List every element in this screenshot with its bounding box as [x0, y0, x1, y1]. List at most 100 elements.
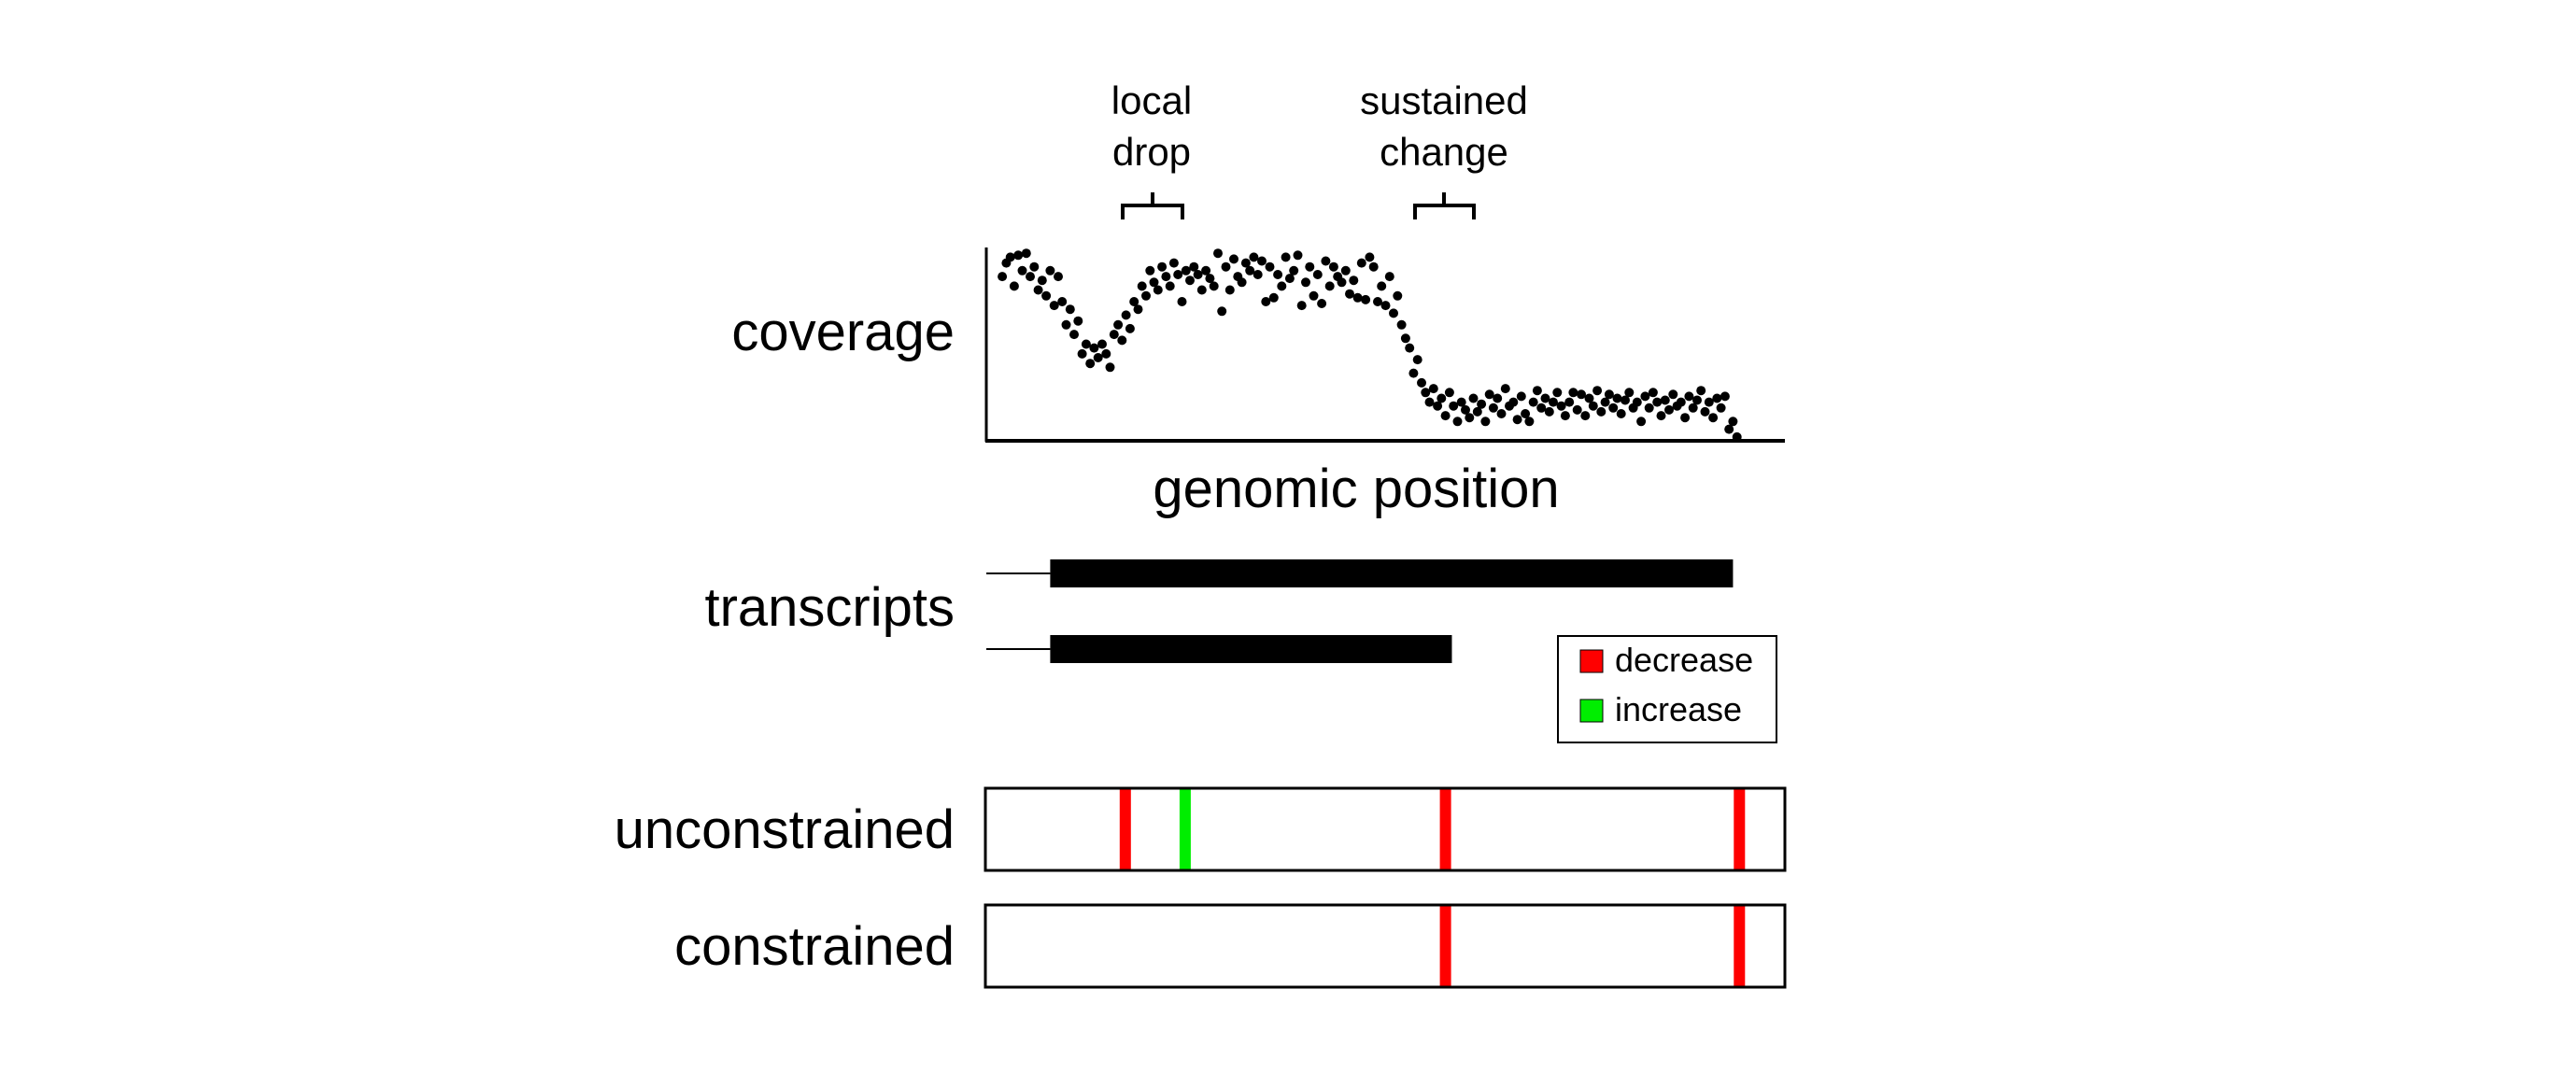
coverage-point [1125, 323, 1135, 333]
coverage-point [1692, 395, 1702, 405]
coverage-point [1400, 333, 1410, 344]
coverage-point [1349, 276, 1359, 286]
coverage-point [1021, 248, 1031, 259]
coverage-point [1328, 261, 1338, 272]
decrease-mark [1439, 788, 1451, 870]
coverage-point [1708, 413, 1719, 423]
coverage-point [1205, 274, 1215, 284]
coverage-point [1117, 335, 1127, 346]
increase-mark [1179, 788, 1191, 870]
coverage-point [1512, 415, 1522, 425]
coverage-point [1165, 281, 1175, 291]
coverage-point [1396, 319, 1407, 330]
decrease-mark [1119, 788, 1131, 870]
coverage-point [1524, 417, 1535, 427]
coverage-point [1161, 272, 1171, 282]
coverage-point [1026, 272, 1035, 282]
coverage-point [1644, 403, 1654, 413]
coverage-point [1508, 397, 1519, 407]
coverage-point [1421, 388, 1431, 398]
coverage-point [1129, 297, 1139, 306]
coverage-point [1033, 285, 1043, 295]
coverage-point [1676, 397, 1686, 407]
coverage-point [1724, 424, 1734, 434]
coverage-point [1648, 388, 1658, 398]
coverage-point [1608, 403, 1619, 413]
constrained-track [984, 903, 1787, 989]
coverage-point [1680, 413, 1691, 423]
coverage-point [1536, 403, 1547, 413]
coverage-point [1069, 330, 1079, 340]
coverage-point [1664, 404, 1674, 415]
coverage-point [1065, 304, 1075, 315]
coverage-point [1480, 417, 1491, 427]
coverage-point [1377, 281, 1387, 291]
coverage-point [1712, 393, 1722, 403]
coverage-point [1632, 397, 1642, 407]
coverage-point [1061, 319, 1071, 330]
coverage-point [1145, 265, 1155, 276]
coverage-point [1181, 265, 1191, 276]
coverage-point [1668, 389, 1678, 400]
coverage-point [1461, 404, 1470, 415]
genomic-position-label: genomic position [1153, 459, 1559, 519]
coverage-point [1337, 277, 1347, 288]
legend-swatch-decrease [1579, 649, 1604, 673]
coverage-point [1268, 292, 1279, 303]
coverage-point [1368, 261, 1379, 272]
coverage-point [1085, 359, 1096, 369]
coverage-point [1109, 330, 1119, 340]
coverage-point [998, 272, 1008, 282]
sustained-change-bracket [1413, 192, 1476, 219]
coverage-point [1484, 389, 1494, 400]
coverage-point [1437, 393, 1447, 403]
coverage-point [1049, 301, 1059, 311]
coverage-point [1621, 395, 1630, 405]
coverage-point [1324, 281, 1335, 291]
coverage-point [1141, 290, 1151, 301]
local-drop-label-line2: drop [1112, 130, 1191, 174]
coverage-point [1173, 270, 1183, 279]
coverage-point [1321, 256, 1331, 266]
coverage-point [1221, 261, 1231, 272]
coverage-point [1456, 397, 1466, 407]
coverage-point [1688, 403, 1698, 413]
coverage-point [1121, 310, 1131, 320]
coverage-point [1153, 285, 1163, 295]
coverage-point [1696, 386, 1706, 396]
coverage-point [1477, 399, 1487, 409]
coverage-point [1261, 297, 1271, 306]
transcript-1 [1050, 559, 1734, 587]
coverage-point [1449, 401, 1459, 411]
coverage-point [1684, 391, 1694, 402]
coverage-point [1193, 270, 1203, 279]
coverage-point [1604, 389, 1614, 400]
coverage-point [1433, 401, 1443, 411]
coverage-point [1273, 270, 1283, 279]
constrained-track-marks [1439, 905, 1746, 987]
coverage-point [1293, 250, 1303, 261]
coverage-point [1245, 265, 1255, 276]
coverage-point [1380, 301, 1391, 311]
coverage-point [1237, 277, 1247, 288]
coverage-point [1265, 261, 1275, 272]
coverage-point [1700, 406, 1710, 417]
coverage-point [1516, 391, 1526, 402]
legend-swatch-increase [1579, 699, 1604, 723]
coverage-point [1005, 252, 1015, 262]
coverage-point [1440, 411, 1451, 421]
coverage-point [1196, 285, 1207, 295]
coverage-point [1384, 272, 1394, 282]
coverage-point [1296, 301, 1307, 311]
coverage-point [1224, 285, 1235, 295]
coverage-point [1257, 256, 1267, 266]
coverage-point [1201, 265, 1211, 276]
coverage-point [1444, 388, 1454, 398]
coverage-point [1217, 306, 1227, 317]
coverage-points [998, 248, 1742, 442]
coverage-point [1054, 272, 1063, 282]
decrease-mark [1734, 788, 1746, 870]
coverage-point [1568, 388, 1578, 398]
decrease-mark [1734, 905, 1746, 987]
